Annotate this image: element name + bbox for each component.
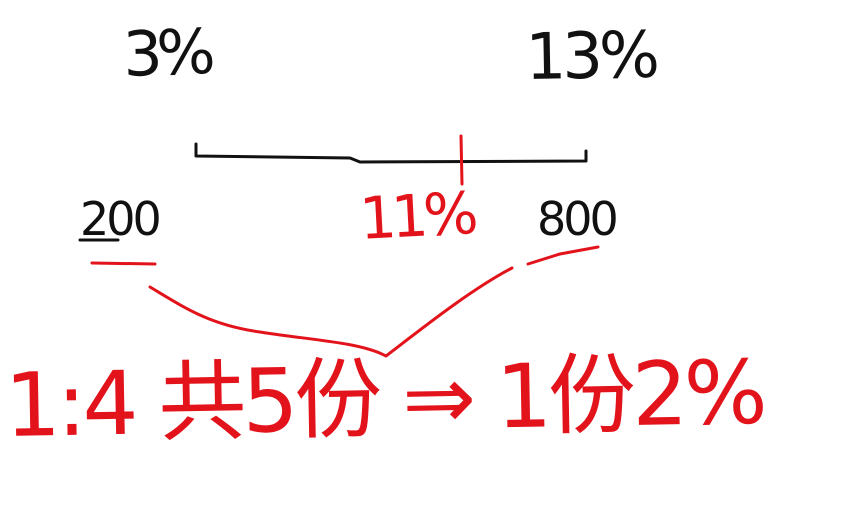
left-amount-label: 200 (80, 192, 162, 246)
right-percent-label: 13% (524, 18, 657, 95)
right-amount-label: 800 (537, 192, 619, 246)
connecting-curve (148, 266, 514, 358)
mid-tick-mark (459, 134, 464, 186)
mid-percent-label: 11% (357, 179, 476, 253)
right-amount-underline (526, 245, 600, 266)
ratio-note: 1:4 共5份 ⇒ 1份2% (3, 340, 765, 457)
number-line (194, 142, 588, 164)
left-percent-label: 3% (121, 14, 211, 91)
left-amount-underline (90, 261, 157, 266)
